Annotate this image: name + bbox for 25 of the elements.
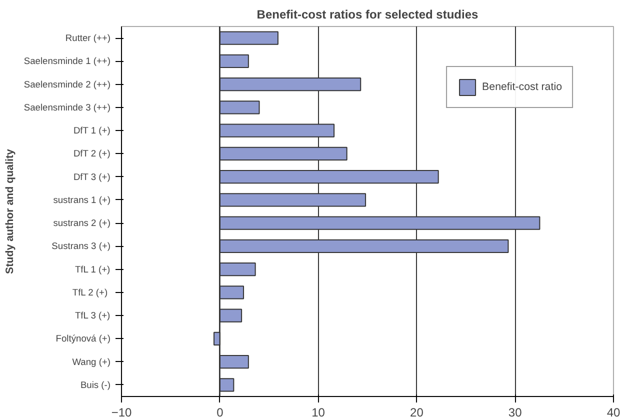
chart-title: Benefit-cost ratios for selected studies [256,8,479,22]
y-tick-label: Saelensminde 3 (++) [24,102,111,112]
y-tick-label: Buis (-) [80,380,111,390]
y-tick-label: TfL 2 (+) [72,287,108,298]
x-tick-label: 40 [606,406,620,419]
y-tick-label: Saelensminde 1 (++) [24,56,111,66]
y-tick-label: Saelensminde 2 (++) [24,79,111,90]
y-tick-label: sustrans 2 (+) [53,218,111,228]
y-tick-label: Foltýnová (+) [56,334,111,344]
x-tick-label: 10 [312,406,326,419]
y-axis-title: Study author and quality [4,148,16,274]
x-tick-label: 20 [410,406,424,419]
x-tick-label: −10 [111,406,132,419]
y-tick-label: TfL 1 (+) [74,264,110,274]
x-tick-label: 30 [508,406,522,419]
y-tick-label: Wang (+) [72,356,111,367]
y-tick-label: TfL 3 (+) [74,310,110,321]
legend-label: Benefit-cost ratio [482,81,562,93]
y-tick-label: DfT 2 (+) [73,148,110,159]
x-tick-label: 0 [216,406,224,419]
y-tick-label: Sustrans 3 (+) [52,241,110,252]
y-tick-label: DfT 1 (+) [73,126,110,136]
y-tick-label: sustrans 1 (+) [53,194,111,205]
y-tick-label: Rutter (++) [65,33,111,44]
y-tick-label: DfT 3 (+) [73,172,110,182]
